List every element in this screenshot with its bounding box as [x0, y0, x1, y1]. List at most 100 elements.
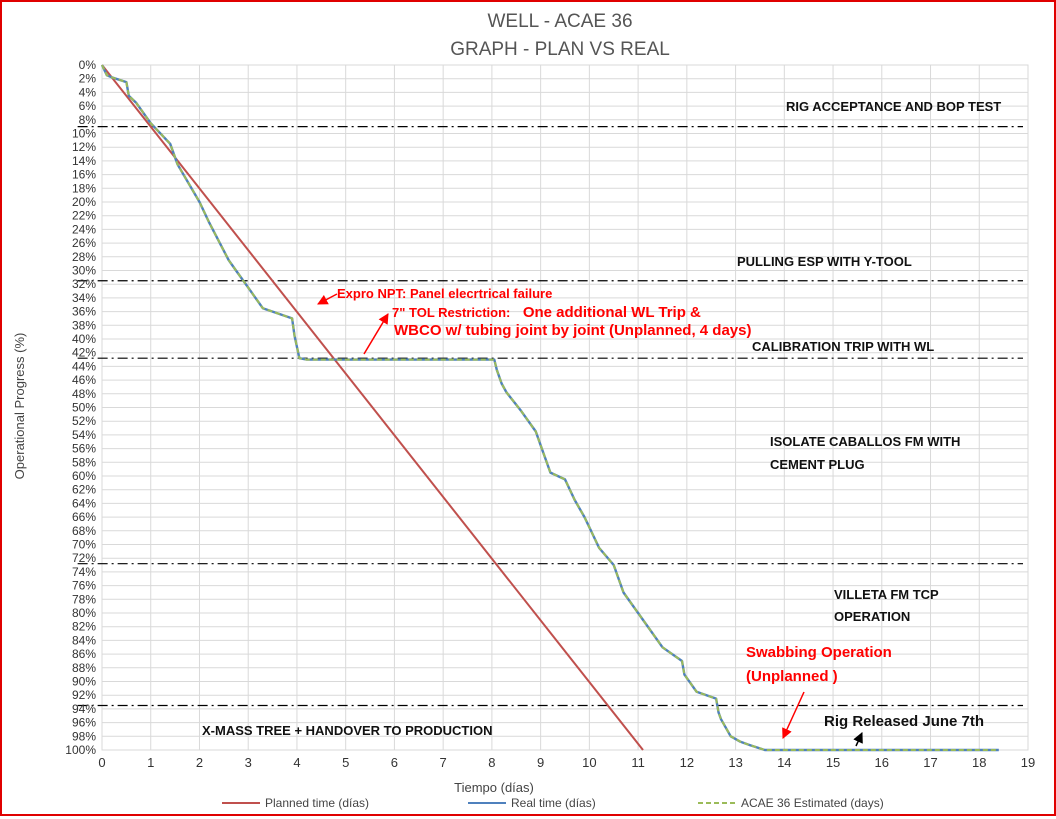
y-tick-label: 78%	[72, 592, 96, 606]
expro-annotation: Expro NPT: Panel elecrtrical failure	[337, 286, 552, 301]
phase-label-pulling-esp: PULLING ESP WITH Y-TOOL	[737, 254, 912, 269]
swabbing-annotation-line1: Swabbing Operation	[746, 644, 892, 661]
phase-lines	[77, 126, 1023, 707]
y-tick-label: 34%	[72, 291, 96, 305]
rig-released-arrow	[853, 732, 863, 747]
y-tick-label: 48%	[72, 387, 96, 401]
x-tick-label: 7	[440, 755, 447, 770]
y-tick-label: 0%	[79, 58, 97, 72]
y-tick-label: 40%	[72, 332, 96, 346]
y-tick-label: 58%	[72, 455, 96, 469]
y-tick-label: 100%	[65, 743, 96, 757]
y-tick-label: 8%	[79, 113, 97, 127]
y-tick-label: 64%	[72, 496, 96, 510]
series-line-estimated	[101, 64, 999, 751]
y-tick-label: 84%	[72, 633, 96, 647]
y-tick-label: 4%	[79, 85, 97, 99]
phase-label-rig-acceptance: RIG ACCEPTANCE AND BOP TEST	[786, 99, 1001, 114]
y-tick-label: 54%	[72, 428, 96, 442]
y-tick-label: 62%	[72, 483, 96, 497]
legend-label-real: Real time (días)	[511, 796, 596, 810]
y-tick-label: 30%	[72, 264, 96, 278]
y-tick-label: 92%	[72, 688, 96, 702]
chart-title-line1: WELL - ACAE 36	[487, 11, 632, 32]
y-tick-label: 80%	[72, 606, 96, 620]
y-tick-label: 98%	[72, 729, 96, 743]
x-tick-label: 8	[488, 755, 495, 770]
phase-label-isolate-caballos-2: CEMENT PLUG	[770, 457, 865, 472]
y-tick-label: 86%	[72, 647, 96, 661]
y-tick-label: 10%	[72, 127, 96, 141]
y-tick-label: 60%	[72, 469, 96, 483]
y-tick-label: 42%	[72, 346, 96, 360]
y-tick-label: 46%	[72, 373, 96, 387]
y-tick-label: 16%	[72, 168, 96, 182]
x-tick-label: 4	[293, 755, 300, 770]
swabbing-annotation-line2: (Unplanned )	[746, 668, 838, 685]
y-tick-label: 44%	[72, 359, 96, 373]
y-tick-label: 82%	[72, 620, 96, 634]
y-tick-label: 96%	[72, 716, 96, 730]
phase-label-xmass-tree: X-MASS TREE + HANDOVER TO PRODUCTION	[202, 723, 492, 738]
y-axis-ticks: 0%2%4%6%8%10%12%14%16%18%20%22%24%26%28%…	[65, 58, 96, 757]
y-tick-label: 52%	[72, 414, 96, 428]
tol-prefix: 7" TOL Restriction:	[392, 305, 510, 320]
y-tick-label: 18%	[72, 181, 96, 195]
grid	[101, 64, 1029, 751]
x-tick-label: 16	[875, 755, 889, 770]
y-tick-label: 20%	[72, 195, 96, 209]
x-tick-label: 5	[342, 755, 349, 770]
y-tick-label: 70%	[72, 538, 96, 552]
y-tick-label: 66%	[72, 510, 96, 524]
y-tick-label: 32%	[72, 277, 96, 291]
y-tick-label: 26%	[72, 236, 96, 250]
y-tick-label: 36%	[72, 305, 96, 319]
tol-arrow	[363, 313, 389, 355]
x-tick-label: 13	[728, 755, 742, 770]
y-tick-label: 50%	[72, 401, 96, 415]
phase-label-villeta-2: OPERATION	[834, 609, 910, 624]
legend-label-estimated: ACAE 36 Estimated (days)	[741, 796, 884, 810]
y-tick-label: 68%	[72, 524, 96, 538]
phase-label-villeta-1: VILLETA FM TCP	[834, 587, 939, 602]
phase-label-isolate-caballos-1: ISOLATE CABALLOS FM WITH	[770, 434, 960, 449]
y-tick-label: 6%	[79, 99, 97, 113]
y-tick-label: 22%	[72, 209, 96, 223]
chart-title-line2: GRAPH - PLAN VS REAL	[450, 39, 670, 60]
x-tick-label: 1	[147, 755, 154, 770]
tol-main: One additional WL Trip &	[523, 304, 701, 321]
x-tick-label: 2	[196, 755, 203, 770]
x-tick-label: 12	[680, 755, 694, 770]
x-tick-label: 18	[972, 755, 986, 770]
expro-arrow	[317, 293, 338, 305]
y-tick-label: 74%	[72, 565, 96, 579]
x-tick-label: 19	[1021, 755, 1035, 770]
phase-label-calibration-trip: CALIBRATION TRIP WITH WL	[752, 339, 934, 354]
y-tick-label: 90%	[72, 675, 96, 689]
y-tick-label: 76%	[72, 579, 96, 593]
y-tick-label: 72%	[72, 551, 96, 565]
x-tick-label: 9	[537, 755, 544, 770]
series-lines	[100, 64, 999, 752]
x-tick-label: 10	[582, 755, 596, 770]
y-tick-label: 38%	[72, 318, 96, 332]
swabbing-arrow	[782, 691, 805, 739]
tol-annotation-line2: WBCO w/ tubing joint by joint (Unplanned…	[394, 322, 751, 339]
x-tick-label: 3	[245, 755, 252, 770]
x-tick-label: 11	[631, 755, 645, 770]
y-tick-label: 14%	[72, 154, 96, 168]
y-tick-label: 2%	[79, 72, 97, 86]
y-axis-label: Operational Progress (%)	[12, 333, 27, 480]
x-axis-ticks: 0 1 2 3 4 5 6 7 8 9 10 11 12 13 14 15 16 17 18 19	[98, 755, 1035, 770]
y-tick-label: 88%	[72, 661, 96, 675]
y-tick-label: 56%	[72, 442, 96, 456]
y-tick-label: 28%	[72, 250, 96, 264]
x-axis-label: Tiempo (días)	[454, 780, 534, 795]
tol-annotation-line1: 7" TOL Restriction: One additional WL Tr…	[392, 304, 701, 321]
x-tick-label: 15	[826, 755, 840, 770]
legend-label-planned: Planned time (días)	[265, 796, 369, 810]
y-tick-label: 24%	[72, 222, 96, 236]
y-tick-label: 12%	[72, 140, 96, 154]
